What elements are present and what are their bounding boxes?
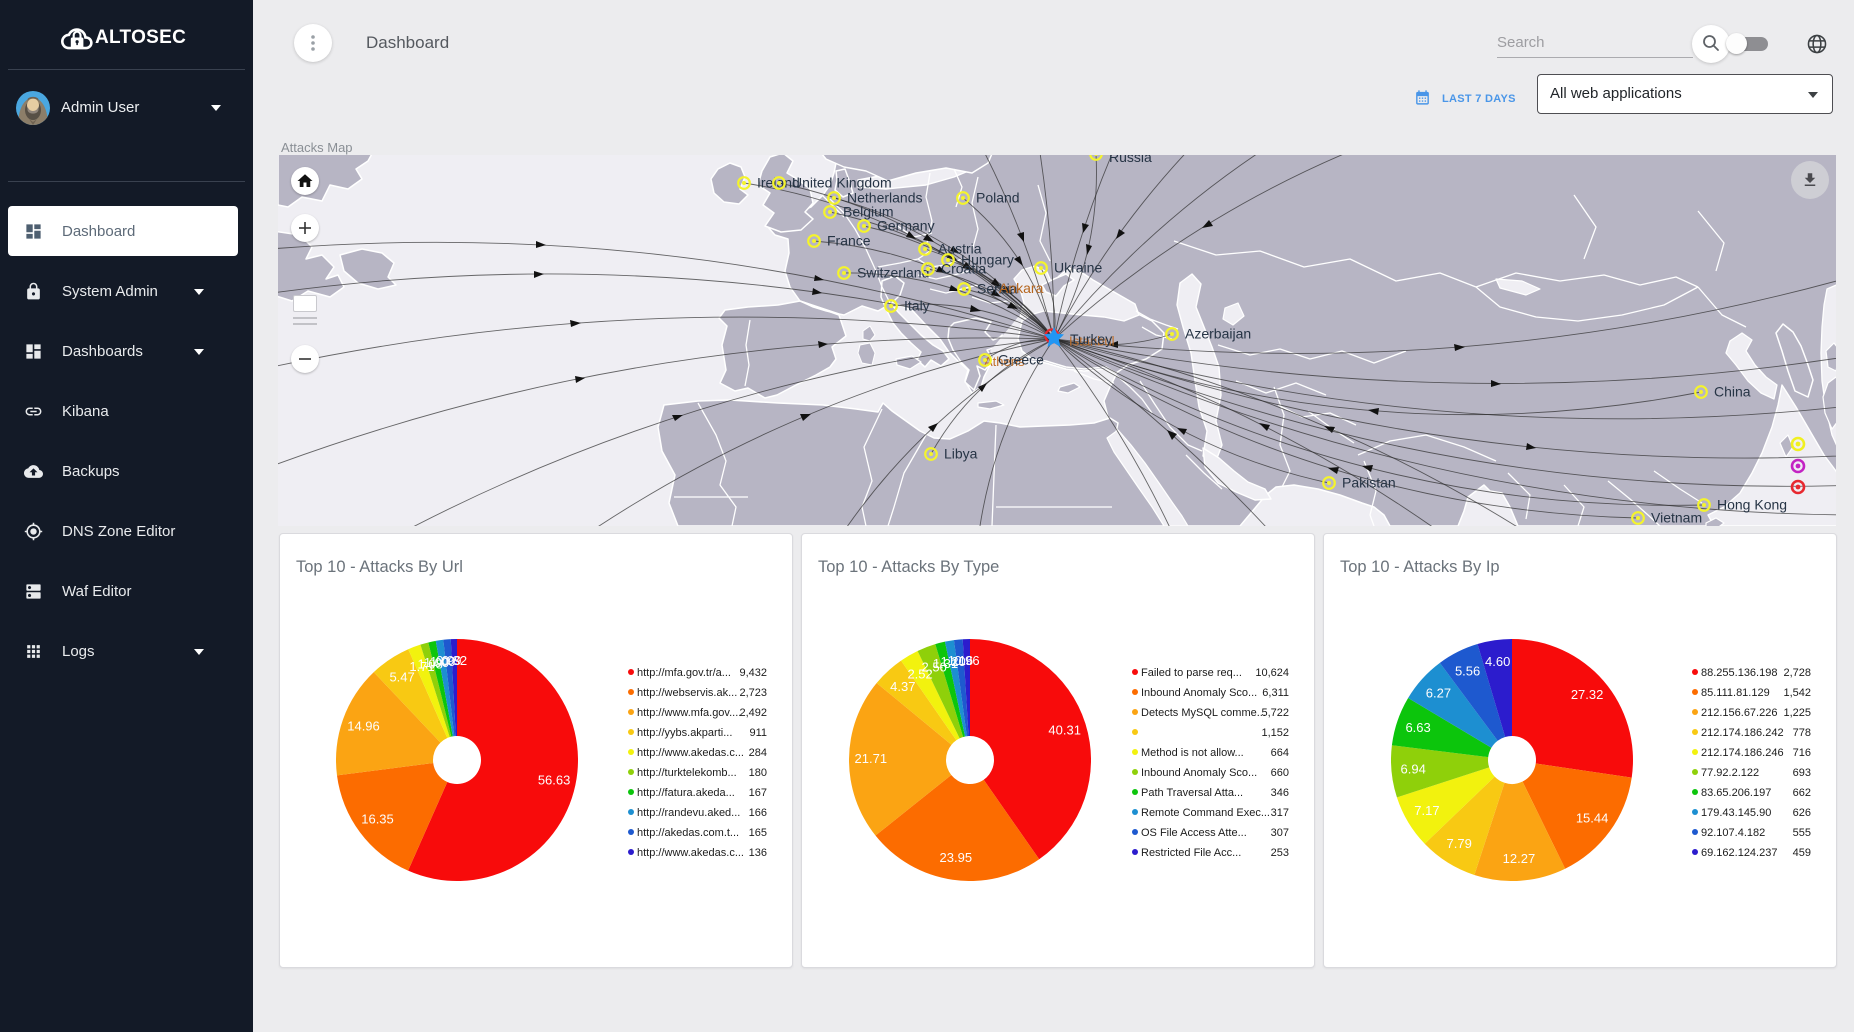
svg-text:2.52: 2.52 [907,666,932,681]
svg-text:France: France [827,233,871,249]
svg-text:6.94: 6.94 [1401,762,1426,777]
svg-text:Hungary: Hungary [961,252,1014,268]
svg-text:0.96: 0.96 [954,653,979,668]
svg-text:7.17: 7.17 [1414,803,1439,818]
svg-text:27.32: 27.32 [1571,687,1604,702]
svg-text:Greece: Greece [998,352,1044,368]
svg-text:ALTOSEC: ALTOSEC [95,27,186,48]
svg-text:Austria: Austria [938,241,982,257]
svg-text:21.71: 21.71 [855,751,888,766]
svg-text:Belgium: Belgium [843,204,894,220]
svg-text:Azerbaijan: Azerbaijan [1185,326,1251,342]
svg-text:5.56: 5.56 [1455,663,1480,678]
svg-text:0.99: 0.99 [436,653,461,668]
svg-text:Netherlands: Netherlands [847,190,923,206]
svg-text:Libya: Libya [944,446,978,462]
svg-text:Vietnam: Vietnam [1651,510,1702,526]
svg-text:56.63: 56.63 [538,773,571,788]
svg-text:40.31: 40.31 [1048,722,1081,737]
svg-text:15.44: 15.44 [1576,811,1609,826]
svg-text:4.37: 4.37 [890,679,915,694]
svg-text:6.27: 6.27 [1426,685,1451,700]
svg-text:1.16: 1.16 [948,653,973,668]
svg-text:6.63: 6.63 [1405,720,1430,735]
svg-text:2.50: 2.50 [922,660,947,675]
svg-text:Hong Kong: Hong Kong [1717,497,1787,513]
svg-text:14.96: 14.96 [347,719,380,734]
svg-text:Poland: Poland [976,190,1020,206]
svg-text:Athens: Athens [984,354,1025,369]
svg-text:Pakistan: Pakistan [1342,475,1396,491]
svg-text:7.79: 7.79 [1447,836,1472,851]
svg-text:Germany: Germany [877,218,935,234]
svg-text:0.82: 0.82 [442,653,467,668]
svg-text:23.95: 23.95 [940,850,973,865]
svg-text:Ukraine: Ukraine [1054,260,1102,276]
svg-text:1.20: 1.20 [940,654,965,669]
svg-text:Ankara: Ankara [999,280,1044,296]
svg-text:1.71: 1.71 [409,659,434,674]
svg-text:5.47: 5.47 [389,669,414,684]
svg-text:Serbia: Serbia [977,281,1018,297]
svg-text:Switzerland: Switzerland [857,265,929,281]
svg-text:Istanbul: Istanbul [1069,334,1115,349]
svg-text:Croatia: Croatia [941,261,986,277]
svg-text:12.27: 12.27 [1503,851,1536,866]
svg-text:1.08: 1.08 [418,657,443,672]
svg-text:Turkey: Turkey [1070,331,1112,347]
svg-text:Russia: Russia [1109,155,1152,165]
svg-text:16.35: 16.35 [361,811,394,826]
svg-text:1.00: 1.00 [424,655,449,670]
svg-text:United Kingdom: United Kingdom [792,175,892,191]
svg-text:1.31: 1.31 [933,656,958,671]
svg-text:1.00: 1.00 [430,654,455,669]
svg-text:China: China [1714,384,1751,400]
svg-text:Italy: Italy [904,298,930,314]
svg-text:4.60: 4.60 [1485,654,1510,669]
